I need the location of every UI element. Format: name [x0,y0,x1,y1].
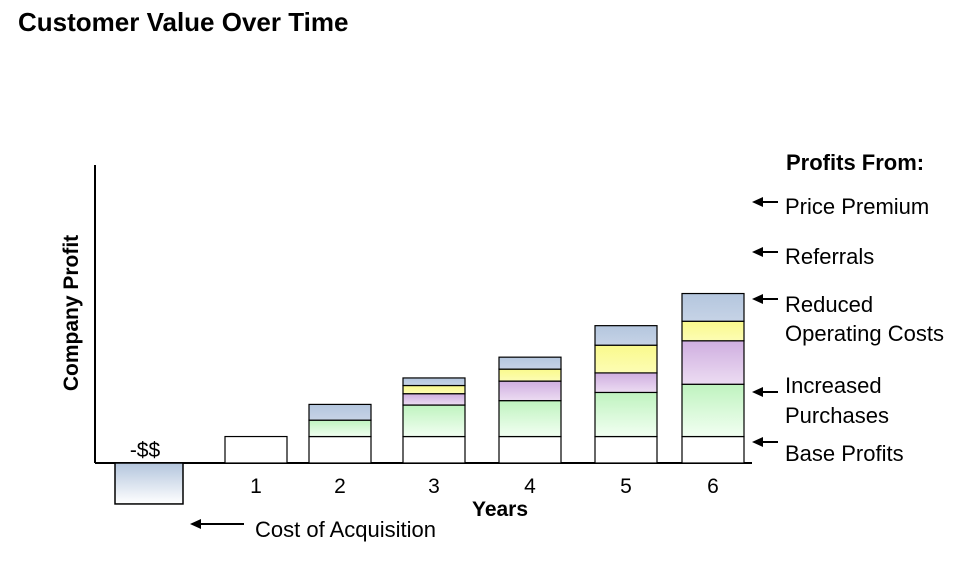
x-axis-title: Years [472,498,528,521]
arrow-icon [752,247,763,257]
legend-label-line: Increased [785,373,882,398]
legend-label-price-premium: Price Premium [785,194,929,219]
bar-segment-price-premium-4 [498,356,562,370]
bar-segment-base-profits-1 [224,435,288,464]
x-tick-label: 5 [620,475,632,498]
y-axis-title: Company Profit [60,235,83,391]
legend-title: Profits From: [786,150,924,175]
acquisition-annotation: Cost of Acquisition [255,517,436,542]
bar-segment-reduced-operating-costs-4 [498,380,562,402]
bar-segment-base-profits-5 [594,435,658,464]
legend-item-base-profits: Base Profits [752,437,904,466]
legend-label-referrals: Referrals [785,244,874,269]
arrow-icon [752,294,763,304]
bar-segment-increased-purchases-4 [498,400,562,438]
chart-title: Customer Value Over Time [18,7,348,37]
legend-label-base-profits: Base Profits [785,441,904,466]
legend-item-reduced-operating-costs: Reduced Operating Costs [752,292,944,346]
legend-label-line: Operating Costs [785,321,944,346]
bar-segment-reduced-operating-costs-3 [402,393,466,406]
legend-label-reduced-operating-costs: Reduced Operating Costs [785,292,944,346]
bar-segment-referrals-5 [594,344,658,374]
legend-label-line: Purchases [785,403,889,428]
bar-segment-referrals-4 [498,368,562,382]
bar-segment-referrals-6 [681,320,745,342]
legend-item-increased-purchases: Increased Purchases [752,373,889,428]
legend-label-increased-purchases: Increased Purchases [785,373,889,428]
acquisition-value-label: -$$ [130,439,161,462]
bar-segment-reduced-operating-costs-5 [594,372,658,394]
bar-segment-increased-purchases-2 [308,419,372,438]
bar-segment-base-profits-4 [498,435,562,464]
legend-label-line: Reduced [785,292,873,317]
acquisition-bar [114,462,184,505]
x-tick-label: 3 [428,475,440,498]
bar-segment-price-premium-2 [308,403,372,421]
bar-segment-referrals-3 [402,384,466,395]
arrow-icon [752,437,763,447]
bar-segment-base-profits-3 [402,435,466,464]
legend-item-price-premium: Price Premium [752,194,929,219]
arrow-icon [752,387,763,397]
arrow-icon [190,519,201,529]
bar-segment-reduced-operating-costs-6 [681,340,745,385]
bar-segment-increased-purchases-6 [681,383,745,438]
bar-segment-increased-purchases-5 [594,391,658,438]
bar-segment-base-profits-6 [681,435,745,464]
acquisition-arrow [190,519,244,529]
x-tick-label: 2 [334,475,346,498]
legend-item-referrals: Referrals [752,244,874,269]
x-tick-label: 1 [250,475,262,498]
bar-segment-base-profits-2 [308,435,372,464]
bar-segment-increased-purchases-3 [402,404,466,438]
arrow-icon [752,197,763,207]
x-tick-label: 6 [707,475,719,498]
x-tick-label: 4 [524,475,536,498]
bar-segment-price-premium-3 [402,377,466,387]
bar-segment-price-premium-5 [594,325,658,346]
bars-group [224,292,745,464]
bar-segment-price-premium-6 [681,292,745,322]
tick-labels-group: 1 2 3 4 5 6 [250,475,719,498]
